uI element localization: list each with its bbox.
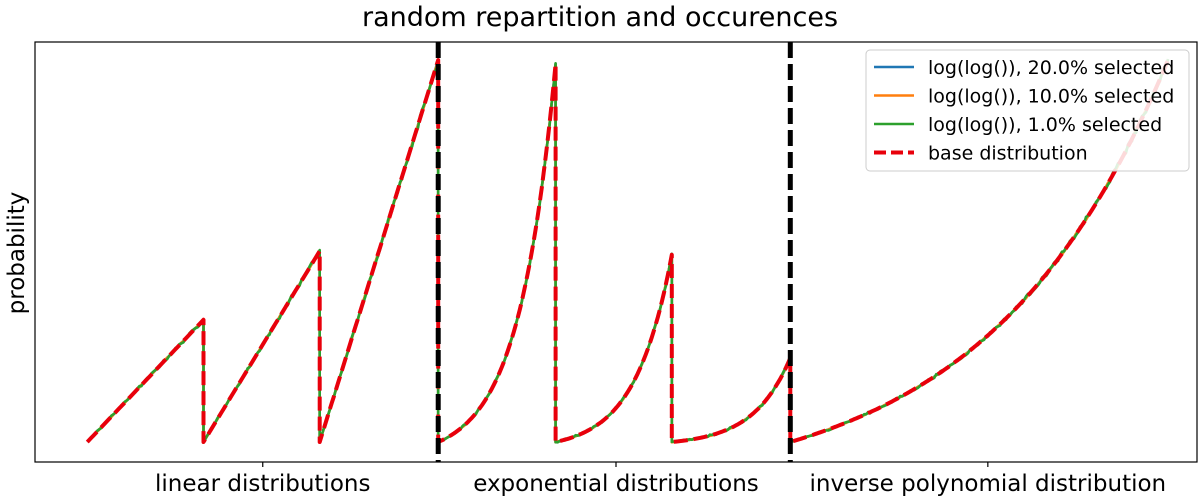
x-axis-ticks: linear distributions exponential distribu… [155,462,1166,497]
legend: log(log()), 20.0% selected log(log()), 10… [865,49,1190,172]
legend-entry-3: log(log()), 1.0% selected [928,114,1162,136]
legend-entry-4: base distribution [928,143,1088,165]
chart-title: random repartition and occurences [362,2,838,33]
series-line-4 [85,58,1170,444]
legend-box [865,49,1190,172]
y-axis-label: probability [4,192,30,315]
plot-series-group [85,58,1170,444]
separator-group [435,42,793,462]
x-tick-label-2: exponential distributions [473,471,759,497]
x-tick-label-3: inverse polynomial distribution [810,471,1167,497]
legend-entry-1: log(log()), 20.0% selected [928,57,1174,79]
legend-entry-2: log(log()), 10.0% selected [928,86,1174,108]
x-tick-label-1: linear distributions [155,471,370,497]
